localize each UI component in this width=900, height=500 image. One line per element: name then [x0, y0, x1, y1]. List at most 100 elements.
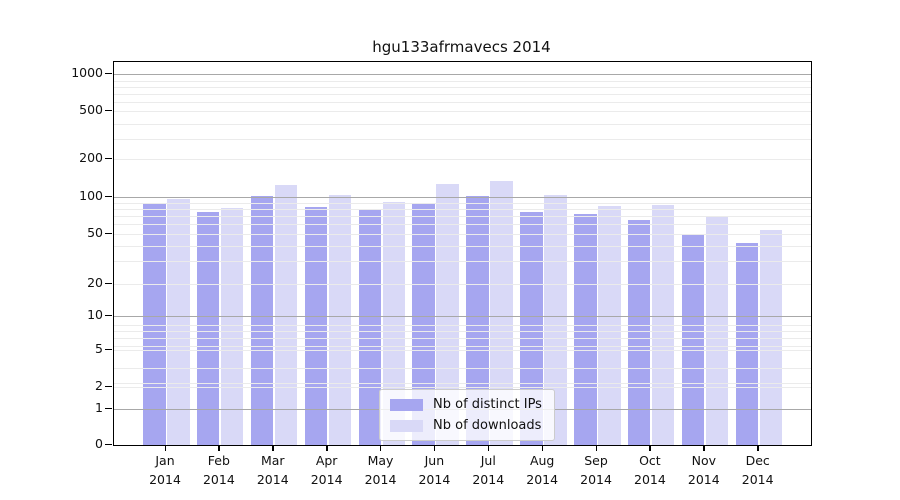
minor-gridline	[114, 324, 811, 326]
bar-downloads-dec	[759, 229, 783, 445]
x-tick-month: Jun	[424, 453, 445, 468]
plot-area	[113, 61, 812, 446]
minor-gridline	[114, 138, 811, 140]
x-tick-label: Sep 2014	[564, 451, 628, 489]
minor-gridline	[114, 367, 811, 369]
y-tick-label: 20	[87, 275, 103, 290]
minor-gridline	[114, 208, 811, 210]
minor-gridline	[114, 102, 811, 104]
major-gridline	[114, 316, 811, 317]
y-tick-mark	[105, 157, 112, 159]
x-tick-label: Mar 2014	[241, 451, 305, 489]
y-tick-mark	[105, 348, 112, 350]
x-tick-year: 2014	[741, 472, 774, 487]
x-tick-month: Nov	[691, 453, 716, 468]
minor-gridline	[114, 215, 811, 217]
y-tick-label: 5	[95, 341, 103, 356]
legend-label-downloads: Nb of downloads	[433, 418, 542, 433]
chart-title: hgu133afrmavecs 2014	[372, 38, 551, 56]
x-tick-month: Jul	[480, 453, 496, 468]
x-tick-label: Feb 2014	[187, 451, 251, 489]
x-tick-year: 2014	[634, 472, 666, 487]
x-tick-mark	[757, 445, 759, 451]
x-tick-label: Oct 2014	[618, 451, 682, 489]
x-tick-mark	[326, 445, 328, 451]
bar-distinct-ips-dec	[735, 242, 759, 445]
y-tick-mark	[105, 109, 112, 111]
y-tick-mark	[105, 385, 112, 387]
x-tick-mark	[218, 445, 220, 451]
minor-gridline	[114, 93, 811, 95]
bar-distinct-ips-apr	[304, 206, 328, 445]
minor-gridline	[114, 330, 811, 332]
x-tick-label: Nov 2014	[672, 451, 736, 489]
minor-gridline	[114, 86, 811, 88]
x-tick-year: 2014	[472, 472, 505, 487]
minor-gridline	[114, 260, 811, 262]
bar-downloads-mar	[274, 185, 298, 445]
x-tick-year: 2014	[580, 472, 612, 487]
y-tick-mark	[105, 72, 112, 74]
x-tick-label: Jul 2014	[456, 451, 520, 489]
x-tick-mark	[380, 445, 382, 451]
x-tick-year: 2014	[256, 472, 289, 487]
x-tick-year: 2014	[310, 472, 343, 487]
y-tick-mark	[105, 195, 112, 197]
x-tick-mark	[433, 445, 436, 451]
x-tick-month: Aug	[529, 453, 555, 468]
bar-downloads-aug	[544, 194, 567, 445]
y-tick-label: 10	[87, 307, 103, 322]
y-tick-label: 50	[87, 225, 103, 240]
minor-gridline	[114, 224, 811, 226]
x-tick-month: Apr	[315, 453, 338, 468]
x-tick-label: Jun 2014	[402, 451, 466, 489]
minor-gridline	[114, 337, 811, 339]
x-tick-month: Sep	[584, 453, 608, 468]
x-tick-year: 2014	[202, 472, 235, 487]
x-tick-label: Aug 2014	[510, 451, 574, 489]
x-tick-label: Dec 2014	[726, 451, 790, 489]
x-tick-month: Dec	[745, 453, 770, 468]
legend: Nb of distinct IPs Nb of downloads	[379, 389, 555, 441]
y-tick-label: 1	[95, 400, 103, 415]
minor-gridline	[114, 382, 811, 384]
x-tick-year: 2014	[364, 472, 397, 487]
bar-downloads-jul	[490, 181, 513, 445]
minor-gridline	[114, 202, 811, 204]
major-gridline	[114, 197, 811, 198]
y-tick-label: 200	[79, 150, 103, 165]
y-tick-mark	[105, 232, 112, 234]
y-tick-label: 0	[95, 436, 103, 451]
y-tick-mark	[105, 314, 112, 316]
y-tick-label: 1000	[71, 65, 103, 80]
x-tick-mark	[272, 445, 274, 451]
x-tick-month: Jan	[155, 453, 175, 468]
minor-gridline	[114, 80, 811, 82]
bar-distinct-ips-oct	[627, 219, 651, 445]
legend-swatch-distinct-ips	[390, 398, 423, 411]
minor-gridline	[114, 284, 811, 285]
x-tick-mark	[649, 445, 651, 451]
bar-distinct-ips-feb	[196, 212, 220, 445]
y-tick-label: 2	[95, 378, 103, 393]
bar-downloads-may	[382, 202, 406, 445]
y-tick-label: 100	[79, 188, 103, 203]
minor-gridline	[114, 123, 811, 125]
minor-gridline	[114, 346, 811, 348]
minor-gridline	[114, 159, 811, 160]
x-tick-label: May 2014	[349, 451, 413, 489]
x-tick-month: Mar	[260, 453, 285, 468]
bar-distinct-ips-sep	[574, 213, 597, 445]
x-tick-year: 2014	[149, 472, 181, 487]
x-tick-month: May	[367, 453, 394, 468]
x-tick-mark	[703, 445, 705, 451]
bar-downloads-jun	[436, 183, 459, 445]
y-tick-mark	[105, 407, 112, 409]
bar-distinct-ips-nov	[681, 234, 705, 445]
x-tick-label: Jan 2014	[133, 451, 197, 489]
legend-row-downloads: Nb of downloads	[390, 418, 542, 433]
x-tick-year: 2014	[687, 472, 720, 487]
minor-gridline	[114, 245, 811, 247]
minor-gridline	[114, 234, 811, 235]
